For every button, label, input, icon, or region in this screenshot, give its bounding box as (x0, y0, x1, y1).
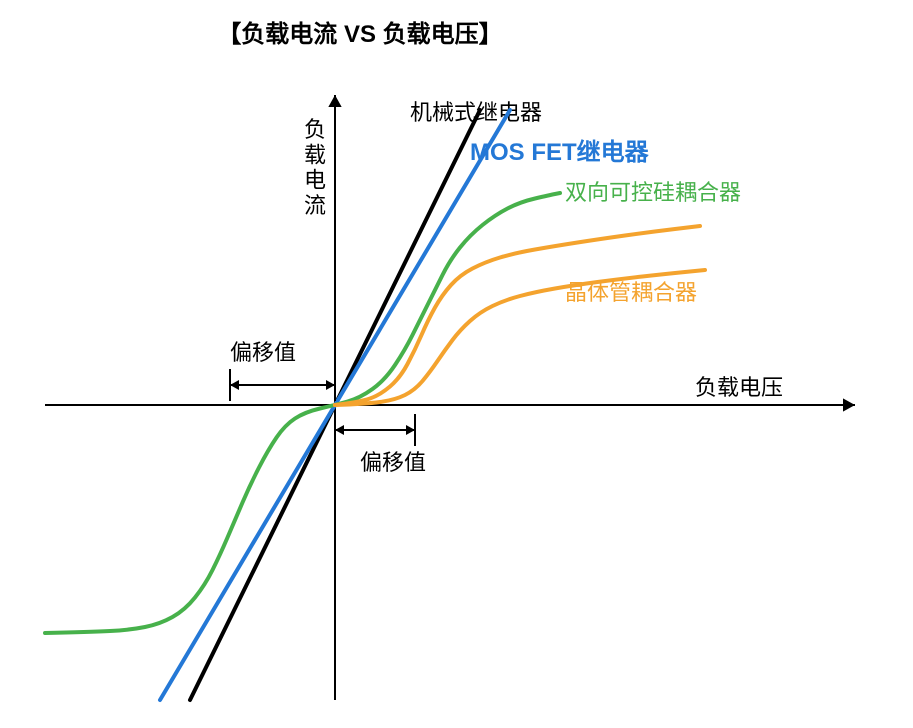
offset-label-right: 偏移值 (360, 450, 426, 475)
series-label-triac_coupler: 双向可控硅耦合器 (565, 180, 741, 205)
offset-label-left: 偏移值 (230, 340, 296, 365)
series-label-mosfet_relay: MOS FET继电器 (470, 138, 650, 166)
svg-text:负: 负 (304, 117, 326, 142)
y-axis-label: 负载电流 (304, 117, 326, 218)
svg-text:流: 流 (304, 193, 326, 218)
chart-svg: 负载电压负载电流机械式继电器MOS FET继电器双向可控硅耦合器晶体管耦合器偏移… (0, 0, 913, 728)
svg-text:电: 电 (304, 168, 326, 193)
x-axis-label: 负载电压 (695, 375, 783, 400)
series-label-mechanical_relay: 机械式继电器 (410, 100, 542, 125)
chart-container: 负载电压负载电流机械式继电器MOS FET继电器双向可控硅耦合器晶体管耦合器偏移… (0, 0, 913, 728)
svg-text:载: 载 (304, 142, 326, 167)
chart-title: 【负载电流 VS 负载电压】 (217, 21, 502, 48)
